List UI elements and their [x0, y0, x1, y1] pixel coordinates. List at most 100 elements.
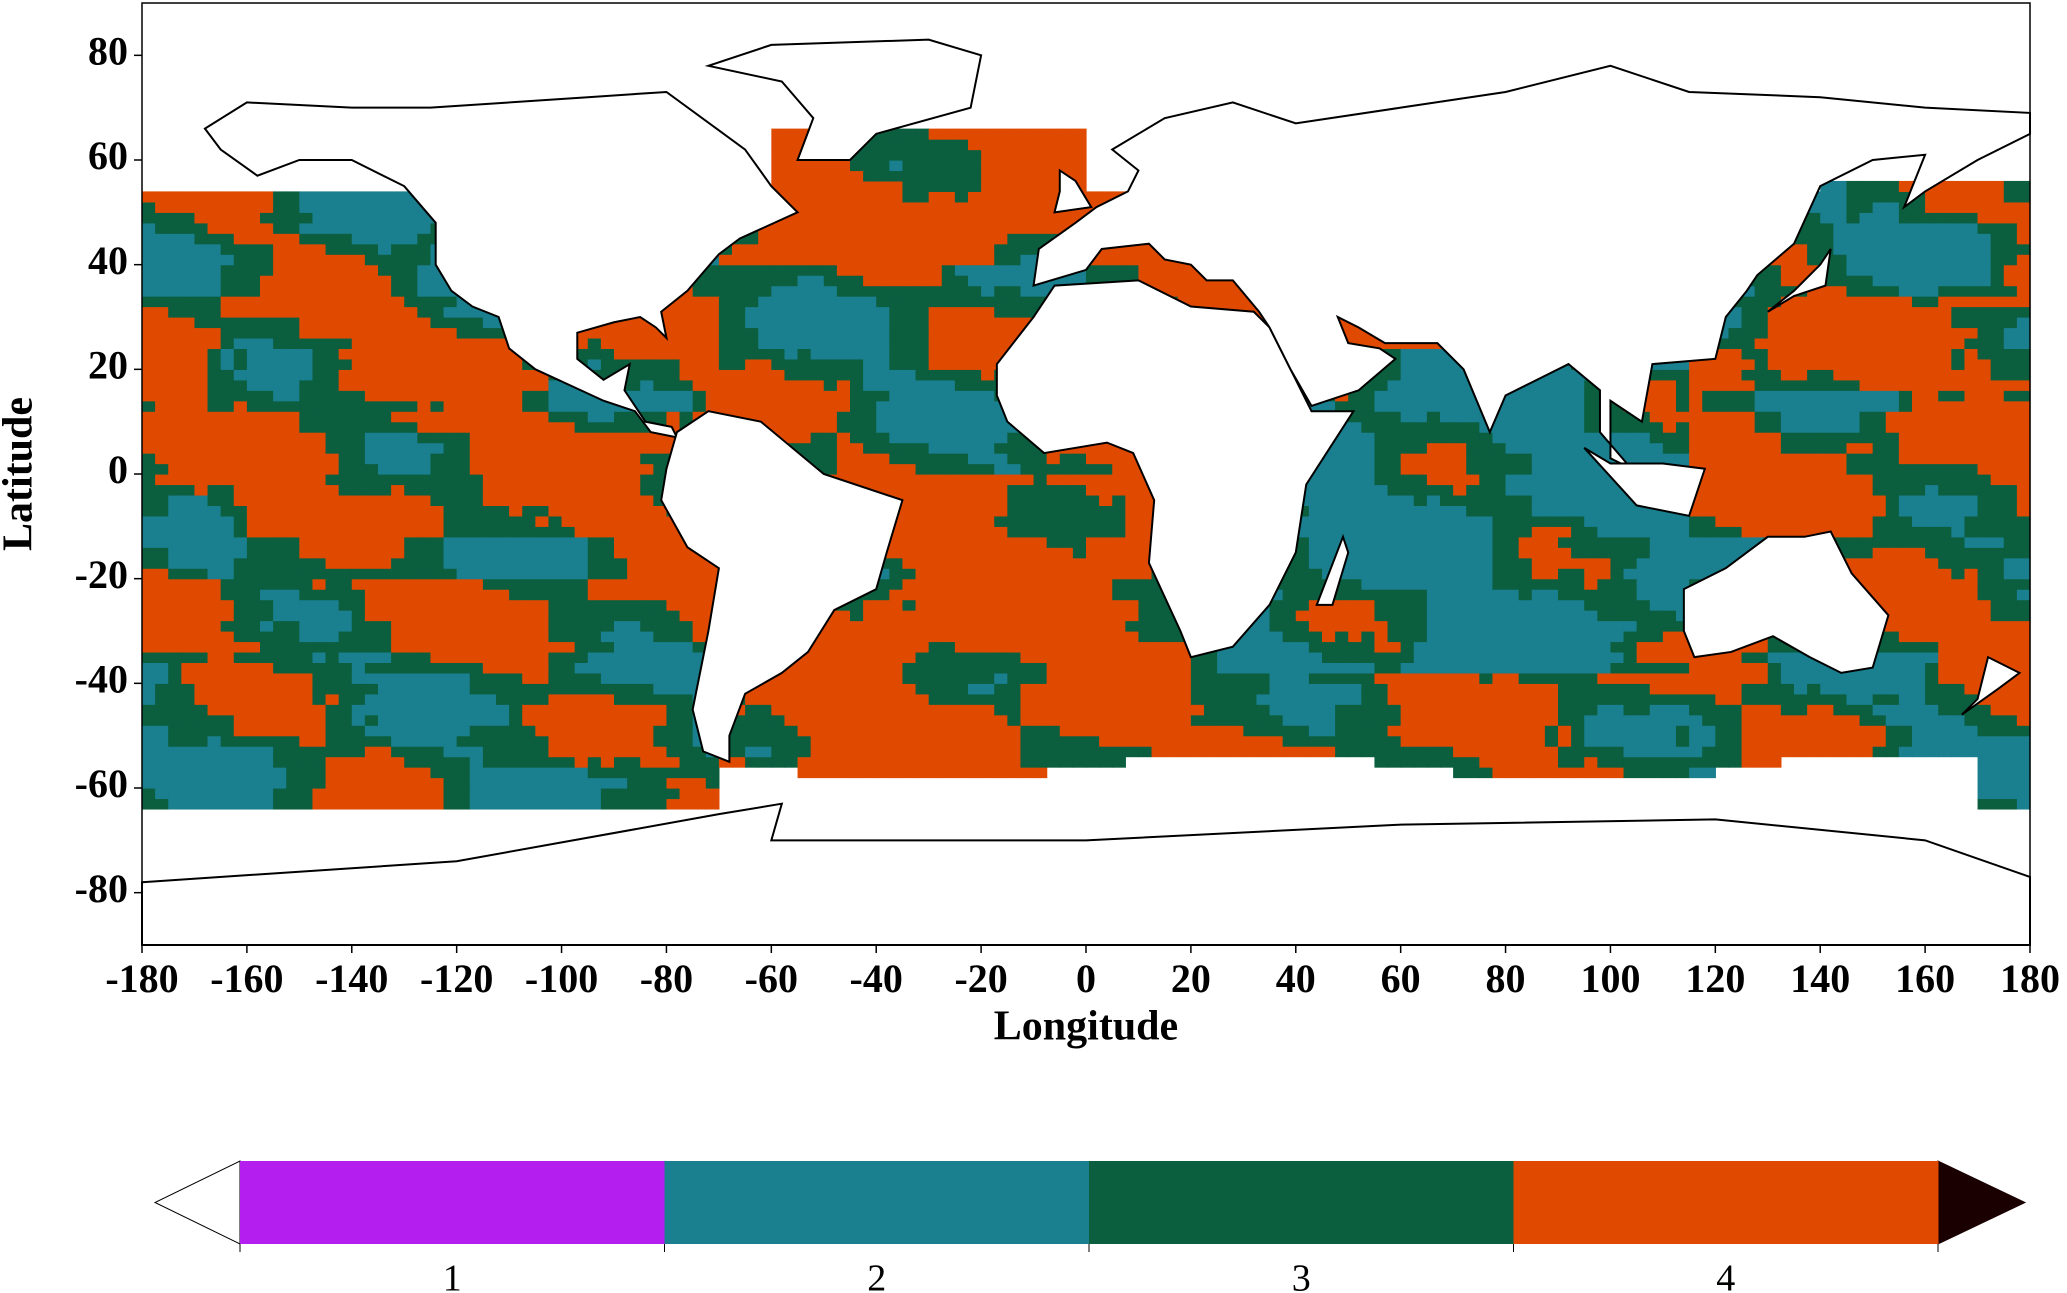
- ocean-cell: [561, 400, 576, 412]
- ocean-cell: [784, 369, 799, 381]
- ocean-cell: [941, 714, 956, 726]
- ocean-cell: [981, 254, 995, 266]
- ocean-cell: [1007, 139, 1022, 151]
- ocean-cell: [246, 610, 261, 622]
- ocean-cell: [705, 767, 720, 779]
- ocean-cell: [417, 714, 432, 726]
- ocean-cell: [260, 411, 274, 423]
- ocean-cell: [194, 191, 209, 203]
- ocean-cell: [1007, 160, 1022, 172]
- ocean-cell: [142, 777, 156, 789]
- ocean-cell: [1020, 610, 1035, 622]
- ocean-cell: [600, 557, 615, 569]
- ocean-cell: [1020, 264, 1035, 276]
- ocean-cell: [1099, 442, 1113, 454]
- ocean-cell: [181, 233, 196, 245]
- ocean-cell: [981, 484, 995, 496]
- ocean-cell: [155, 547, 169, 559]
- ocean-cell: [876, 756, 890, 768]
- ocean-cell: [469, 348, 484, 360]
- ocean-cell: [207, 421, 222, 433]
- ocean-cell: [142, 641, 156, 653]
- ocean-cell: [1072, 505, 1087, 517]
- ocean-cell: [181, 453, 196, 465]
- ocean-cell: [981, 756, 995, 768]
- ocean-cell: [351, 662, 366, 674]
- ocean-cell: [1086, 275, 1100, 287]
- ocean-cell: [246, 672, 261, 684]
- ocean-cell: [915, 327, 930, 339]
- ocean-cell: [469, 693, 484, 705]
- ocean-cell: [404, 201, 418, 213]
- ocean-cell: [915, 568, 930, 580]
- ocean-cell: [1086, 201, 1100, 213]
- ocean-cell: [640, 620, 654, 632]
- ocean-cell: [233, 505, 248, 517]
- ocean-cell: [836, 421, 851, 433]
- ocean-cell: [732, 243, 746, 255]
- ocean-cell: [797, 191, 812, 203]
- ocean-cell: [1138, 651, 1153, 663]
- ocean-cell: [351, 798, 366, 810]
- ocean-cell: [863, 191, 877, 203]
- ocean-cell: [364, 620, 379, 632]
- ocean-cell: [1020, 128, 1035, 140]
- ocean-cell: [404, 714, 418, 726]
- ocean-cell: [404, 557, 418, 569]
- ocean-cell: [351, 379, 366, 391]
- ocean-cell: [417, 568, 432, 580]
- ocean-cell: [273, 756, 287, 768]
- ocean-cell: [1046, 201, 1061, 213]
- ocean-cell: [194, 536, 209, 548]
- ocean-cell: [1046, 222, 1061, 234]
- ocean-cell: [1046, 191, 1061, 203]
- ocean-cell: [364, 191, 379, 203]
- ocean-cell: [417, 578, 432, 590]
- ocean-cell: [181, 337, 196, 349]
- ocean-cell: [968, 547, 982, 559]
- ocean-cell: [850, 191, 864, 203]
- ocean-cell: [1086, 536, 1100, 548]
- ocean-cell: [836, 767, 851, 779]
- ocean-cell: [889, 589, 904, 601]
- ocean-cell: [404, 568, 418, 580]
- ocean-cell: [771, 735, 786, 747]
- ocean-cell: [627, 788, 641, 800]
- ocean-cell: [863, 170, 877, 182]
- ocean-cell: [823, 212, 838, 224]
- ocean-cell: [574, 536, 589, 548]
- ocean-cell: [456, 547, 471, 559]
- ocean-cell: [1204, 714, 1218, 726]
- ocean-cell: [666, 735, 681, 747]
- ocean-cell: [836, 756, 851, 768]
- ocean-cell: [155, 348, 169, 360]
- ocean-cell: [404, 651, 418, 663]
- ocean-cell: [863, 243, 877, 255]
- ocean-cell: [168, 631, 182, 643]
- ocean-cell: [850, 735, 864, 747]
- ocean-cell: [207, 264, 222, 276]
- ocean-cell: [430, 474, 445, 486]
- ocean-cell: [220, 369, 235, 381]
- ocean-cell: [417, 411, 432, 423]
- ocean-cell: [338, 212, 353, 224]
- ocean-cell: [351, 222, 366, 234]
- ocean-cell: [351, 264, 366, 276]
- ocean-cell: [587, 474, 602, 486]
- ocean-cell: [142, 421, 156, 433]
- ocean-cell: [915, 599, 930, 611]
- ocean-cell: [627, 390, 641, 402]
- ocean-cell: [902, 610, 917, 622]
- ocean-cell: [836, 348, 851, 360]
- ocean-cell: [1086, 578, 1100, 590]
- ocean-cell: [876, 672, 890, 684]
- ocean-cell: [417, 767, 432, 779]
- ocean-cell: [928, 631, 943, 643]
- ocean-cell: [823, 222, 838, 234]
- ocean-cell: [404, 337, 418, 349]
- ocean-cell: [286, 610, 300, 622]
- ocean-cell: [666, 337, 681, 349]
- ocean-cell: [417, 662, 432, 674]
- ocean-cell: [286, 693, 300, 705]
- ocean-cell: [351, 442, 366, 454]
